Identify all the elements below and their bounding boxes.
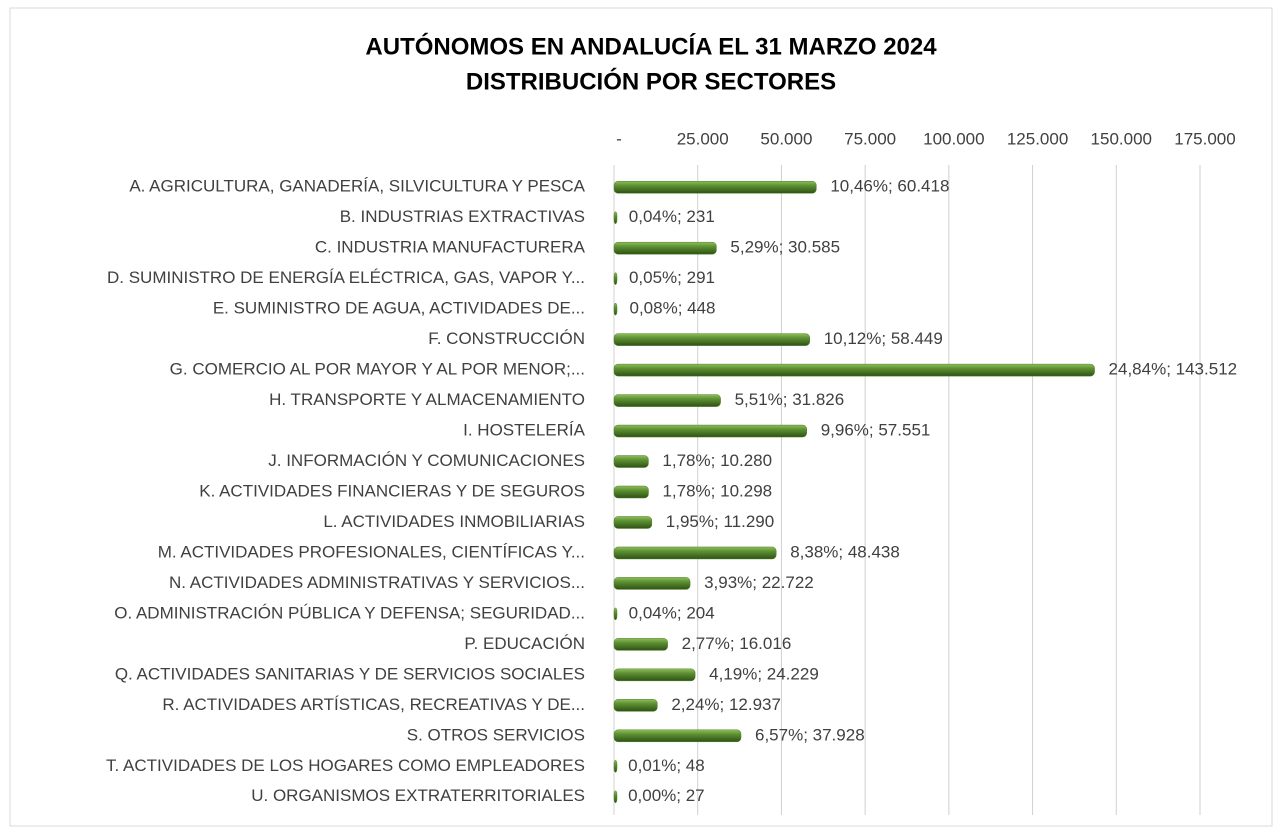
bar xyxy=(613,302,618,316)
y-tick-label: T. ACTIVIDADES DE LOS HOGARES COMO EMPLE… xyxy=(106,756,585,775)
bar xyxy=(613,790,618,804)
bar xyxy=(613,760,618,773)
bar xyxy=(613,638,668,651)
chart-frame xyxy=(9,7,1273,827)
data-label: 0,00%; 27 xyxy=(628,786,705,805)
y-tick-label: R. ACTIVIDADES ARTÍSTICAS, RECREATIVAS Y… xyxy=(162,695,585,714)
data-label: 9,96%; 57.551 xyxy=(821,421,931,440)
y-tick-label: K. ACTIVIDADES FINANCIERAS Y DE SEGUROS xyxy=(199,481,585,500)
bar xyxy=(613,180,817,194)
y-tick-label: C. INDUSTRIA MANUFACTURERA xyxy=(315,238,586,257)
bar xyxy=(613,424,807,438)
y-tick-label: S. OTROS SERVICIOS xyxy=(407,725,585,744)
data-label: 0,04%; 204 xyxy=(629,603,715,622)
bar xyxy=(613,699,658,712)
data-label: 3,93%; 22.722 xyxy=(704,573,814,592)
x-tick-label: - xyxy=(616,129,622,148)
bar xyxy=(613,241,717,255)
data-label: 5,29%; 30.585 xyxy=(730,238,840,257)
bar xyxy=(613,455,649,468)
data-label: 2,77%; 16.016 xyxy=(682,634,792,653)
data-label: 0,08%; 448 xyxy=(630,299,716,318)
x-tick-label: 25.000 xyxy=(677,129,729,148)
chart-title: AUTÓNOMOS EN ANDALUCÍA EL 31 MARZO 2024 xyxy=(365,32,937,60)
y-tick-label: N. ACTIVIDADES ADMINISTRATIVAS Y SERVICI… xyxy=(169,573,585,592)
bar xyxy=(613,363,1095,377)
data-label: 1,78%; 10.298 xyxy=(662,481,772,500)
chart-subtitle: DISTRIBUCIÓN POR SECTORES xyxy=(466,67,836,95)
y-tick-label: A. AGRICULTURA, GANADERÍA, SILVICULTURA … xyxy=(129,177,585,196)
y-tick-label: M. ACTIVIDADES PROFESIONALES, CIENTÍFICA… xyxy=(158,542,585,561)
data-label: 1,95%; 11.290 xyxy=(666,512,774,531)
data-label: 24,84%; 143.512 xyxy=(1109,360,1238,379)
data-label: 4,19%; 24.229 xyxy=(709,664,819,683)
bar xyxy=(613,394,721,407)
bar xyxy=(613,333,810,346)
y-tick-label: G. COMERCIO AL POR MAYOR Y AL POR MENOR;… xyxy=(170,360,585,379)
bar xyxy=(613,211,618,224)
data-label: 2,24%; 12.937 xyxy=(671,695,781,714)
y-tick-label: F. CONSTRUCCIÓN xyxy=(428,329,585,348)
y-tick-label: Q. ACTIVIDADES SANITARIAS Y DE SERVICIOS… xyxy=(115,664,585,683)
x-tick-label: 125.000 xyxy=(1007,129,1068,148)
x-tick-label: 75.000 xyxy=(844,129,896,148)
bar xyxy=(613,577,691,590)
y-tick-label: D. SUMINISTRO DE ENERGÍA ELÉCTRICA, GAS,… xyxy=(107,268,585,287)
y-tick-label: E. SUMINISTRO DE AGUA, ACTIVIDADES DE... xyxy=(213,299,585,318)
x-tick-label: 175.000 xyxy=(1174,129,1235,148)
y-tick-label: P. EDUCACIÓN xyxy=(464,634,585,653)
bar xyxy=(613,546,777,560)
y-tick-label: L. ACTIVIDADES INMOBILIARIAS xyxy=(323,512,585,531)
y-tick-label: U. ORGANISMOS EXTRATERRITORIALES xyxy=(251,786,585,805)
bar xyxy=(613,729,742,743)
x-tick-label: 50.000 xyxy=(760,129,812,148)
data-label: 0,01%; 48 xyxy=(628,756,705,775)
data-label: 10,12%; 58.449 xyxy=(824,329,943,348)
bar xyxy=(613,668,696,682)
data-label: 1,78%; 10.280 xyxy=(662,451,772,470)
y-tick-label: H. TRANSPORTE Y ALMACENAMIENTO xyxy=(269,390,585,409)
y-tick-label: I. HOSTELERÍA xyxy=(463,421,586,440)
y-tick-label: J. INFORMACIÓN Y COMUNICACIONES xyxy=(268,451,585,470)
bar xyxy=(613,516,653,529)
y-tick-label: B. INDUSTRIAS EXTRACTIVAS xyxy=(340,207,585,226)
data-label: 8,38%; 48.438 xyxy=(790,542,900,561)
bar xyxy=(613,607,618,621)
x-tick-label: 150.000 xyxy=(1091,129,1152,148)
y-tick-label: O. ADMINISTRACIÓN PÚBLICA Y DEFENSA; SEG… xyxy=(114,603,585,622)
data-label: 5,51%; 31.826 xyxy=(735,390,845,409)
data-label: 0,04%; 231 xyxy=(629,207,715,226)
bar xyxy=(613,272,618,285)
data-label: 6,57%; 37.928 xyxy=(755,725,865,744)
data-label: 10,46%; 60.418 xyxy=(830,177,949,196)
x-tick-label: 100.000 xyxy=(923,129,984,148)
bar xyxy=(613,485,649,499)
data-label: 0,05%; 291 xyxy=(629,268,715,287)
